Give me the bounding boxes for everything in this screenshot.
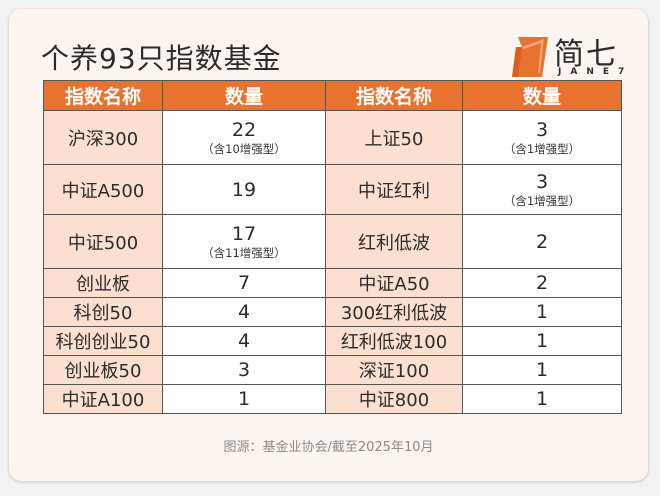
table-row: 中证A100 1 中证800 1 bbox=[43, 384, 622, 414]
index-name: 中证红利 bbox=[325, 164, 463, 215]
index-name: 红利低波 bbox=[325, 214, 463, 269]
index-name: 创业板50 bbox=[43, 355, 163, 385]
index-name: 中证500 bbox=[43, 214, 163, 269]
infographic-card: 个养93只指数基金 简七 JANE7 指数名称 数量 指数名称 数量 沪深300 bbox=[9, 9, 648, 481]
index-name: 300红利低波 bbox=[325, 297, 463, 327]
count-value: 3 bbox=[535, 119, 549, 141]
table-row: 科创50 4 300红利低波 1 bbox=[43, 297, 622, 327]
logo-text-en: JANE7 bbox=[558, 67, 634, 77]
table-row: 创业板50 3 深证100 1 bbox=[43, 355, 622, 385]
fund-count: 4 bbox=[162, 297, 326, 327]
fund-count: 3 （含1增强型） bbox=[462, 164, 622, 215]
table-row: 中证A500 19 中证红利 3 （含1增强型） bbox=[43, 164, 622, 215]
source-caption: 图源：基金业协会/截至2025年10月 bbox=[223, 440, 434, 455]
header-index-name: 指数名称 bbox=[43, 80, 163, 111]
count-value: 2 bbox=[535, 230, 549, 253]
table-row: 科创创业50 4 红利低波100 1 bbox=[43, 326, 622, 356]
fund-count: 1 bbox=[162, 384, 326, 414]
count-value: 3 bbox=[535, 171, 549, 193]
fund-count: 3 （含1增强型） bbox=[462, 110, 622, 165]
index-name: 上证50 bbox=[325, 110, 463, 165]
index-name: 深证100 bbox=[325, 355, 463, 385]
count-note: （含11增强型） bbox=[202, 246, 286, 260]
fund-count: 1 bbox=[462, 326, 622, 356]
fund-count: 2 bbox=[462, 268, 622, 298]
index-fund-table: 指数名称 数量 指数名称 数量 沪深300 22 （含10增强型） 上证50 3… bbox=[43, 80, 622, 414]
fund-count: 19 bbox=[162, 164, 326, 215]
page-title: 个养93只指数基金 bbox=[41, 42, 282, 75]
fund-count: 1 bbox=[462, 355, 622, 385]
index-name: 创业板 bbox=[43, 268, 163, 298]
table-header-row: 指数名称 数量 指数名称 数量 bbox=[43, 80, 622, 111]
logo-mark-icon bbox=[512, 37, 548, 77]
count-value: 19 bbox=[231, 178, 257, 201]
index-name: 科创50 bbox=[43, 297, 163, 327]
count-value: 17 bbox=[231, 223, 257, 245]
table-row: 沪深300 22 （含10增强型） 上证50 3 （含1增强型） bbox=[43, 110, 622, 165]
index-name: 科创创业50 bbox=[43, 326, 163, 356]
count-value: 22 bbox=[231, 119, 257, 141]
count-note: （含1增强型） bbox=[503, 194, 581, 208]
fund-count: 4 bbox=[162, 326, 326, 356]
index-name: 中证800 bbox=[325, 384, 463, 414]
count-note: （含1增强型） bbox=[503, 142, 581, 156]
index-name: 中证A500 bbox=[43, 164, 163, 215]
index-name: 红利低波100 bbox=[325, 326, 463, 356]
index-name: 中证A100 bbox=[43, 384, 163, 414]
logo-text-cn: 简七 bbox=[554, 37, 618, 72]
index-name: 中证A50 bbox=[325, 268, 463, 298]
brand-logo: 简七 JANE7 bbox=[506, 29, 636, 81]
table-row: 中证500 17 （含11增强型） 红利低波 2 bbox=[43, 214, 622, 269]
fund-count: 7 bbox=[162, 268, 326, 298]
header-count: 数量 bbox=[162, 80, 326, 111]
fund-count: 1 bbox=[462, 297, 622, 327]
fund-count: 17 （含11增强型） bbox=[162, 214, 326, 269]
fund-count: 1 bbox=[462, 384, 622, 414]
table-row: 创业板 7 中证A50 2 bbox=[43, 268, 622, 298]
count-note: （含10增强型） bbox=[202, 142, 286, 156]
fund-count: 2 bbox=[462, 214, 622, 269]
header-index-name: 指数名称 bbox=[325, 80, 463, 111]
index-name: 沪深300 bbox=[43, 110, 163, 165]
header-count: 数量 bbox=[462, 80, 622, 111]
fund-count: 22 （含10增强型） bbox=[162, 110, 326, 165]
fund-count: 3 bbox=[162, 355, 326, 385]
